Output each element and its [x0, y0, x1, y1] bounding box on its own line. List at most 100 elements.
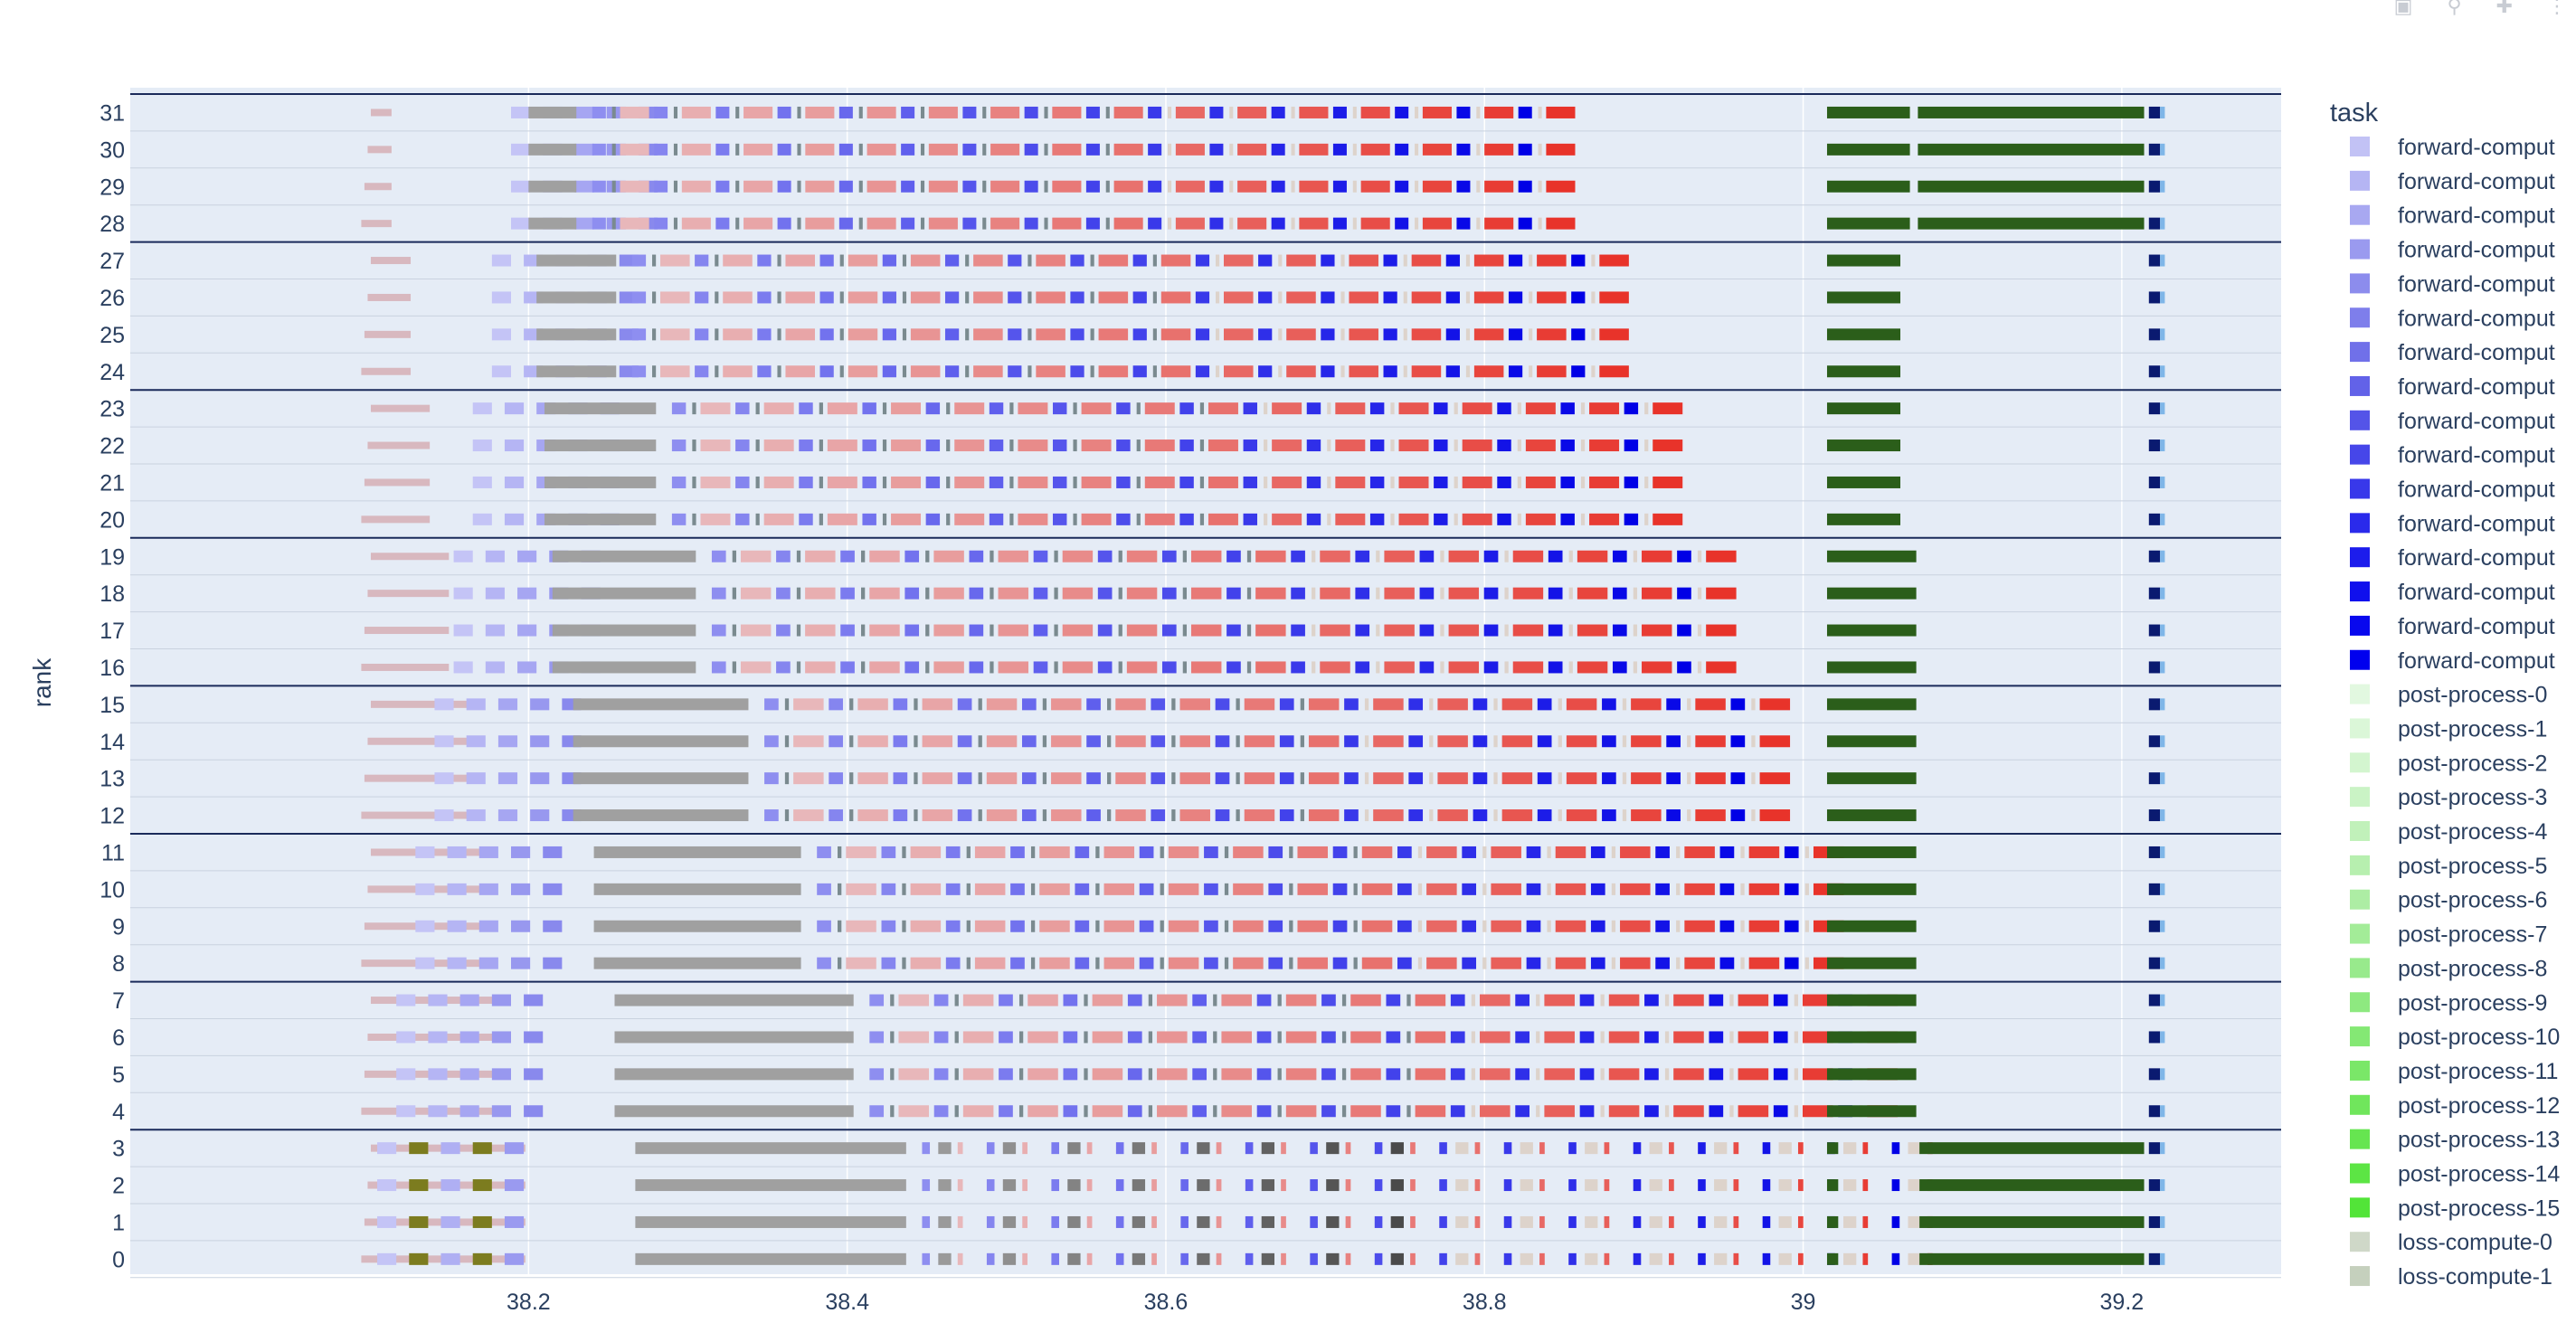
pipeline-comm-bar [946, 439, 951, 452]
comm-bar [573, 735, 749, 748]
pipeline-forward-bar [881, 920, 896, 932]
pipeline-backward-bar [1448, 624, 1480, 637]
pipeline-backward-bar [1036, 328, 1065, 341]
pipeline-forward-bar [799, 439, 813, 452]
camera-icon[interactable]: ▣ [2393, 0, 2413, 17]
pipeline-forward-bar [962, 106, 977, 118]
pipeline-backward-bar [954, 439, 985, 452]
pipeline-backward-bar [1544, 994, 1575, 1006]
pipeline-comm-bar [849, 772, 854, 785]
pipeline-forward-bar [1086, 772, 1101, 785]
optimizer-bar [1826, 180, 1910, 193]
forward-bar [485, 661, 505, 674]
pipeline-forward-bar [1243, 513, 1258, 525]
pipeline-comm-bar [1229, 180, 1234, 193]
comm-bar [635, 1142, 906, 1155]
legend-swatch [2350, 787, 2370, 808]
pipeline-backward-bar [1669, 1179, 1674, 1192]
forward-bar [485, 587, 505, 600]
pipeline-comm-bar [1312, 661, 1316, 674]
pipeline-comm-bar [1118, 587, 1122, 600]
pipeline-comm-bar [1794, 1105, 1798, 1118]
pipeline-forward-bar [671, 513, 687, 525]
forward-bar [530, 698, 550, 711]
pipeline-forward-bar [1268, 957, 1283, 969]
pipeline-comm-bar [1390, 513, 1395, 525]
pipeline-backward-bar [1208, 513, 1238, 525]
pipeline-comm-bar [1536, 1031, 1540, 1044]
forward-bar [415, 846, 435, 858]
pipeline-comm-bar [1291, 180, 1295, 193]
pipeline-forward-bar [715, 143, 730, 156]
pipeline-comm-bar [1538, 143, 1542, 156]
pipeline-comm-bar [1277, 1068, 1282, 1081]
pipeline-forward-bar [925, 402, 941, 415]
legend-item: loss-compute-1 [2350, 1264, 2552, 1290]
pipeline-comm-bar [1054, 661, 1058, 674]
pipeline-backward-bar [1411, 328, 1442, 341]
pipeline-forward-bar [1116, 439, 1131, 452]
pipeline-comm-bar [1649, 1252, 1662, 1265]
pipeline-comm-bar [1794, 994, 1798, 1006]
y-tick-label: 1 [112, 1210, 125, 1235]
pipeline-comm-bar [1676, 920, 1681, 932]
pipeline-backward-bar [1410, 1215, 1416, 1228]
pipeline-backward-bar [1410, 1252, 1416, 1265]
pipeline-comm-bar [1352, 180, 1357, 193]
pipeline-forward-bar [989, 439, 1004, 452]
pipeline-forward-bar [1508, 365, 1523, 378]
pipeline-comm-bar [1403, 328, 1407, 341]
x-axis-ticks: 38.2 38.4 38.6 38.8 39 39.2 [507, 1290, 2144, 1315]
pipeline-comm-bar [1591, 254, 1596, 267]
pipeline-forward-bar [945, 846, 961, 858]
optimizer-bar [1826, 698, 1917, 711]
pipeline-forward-bar [764, 809, 779, 822]
pipeline-comm-bar [1199, 476, 1205, 488]
pipeline-comm-bar [1504, 587, 1509, 600]
pipeline-forward-bar [1075, 957, 1090, 969]
pipeline-comm-bar [1455, 1142, 1469, 1155]
pipeline-forward-bar [1179, 513, 1194, 525]
pipeline-forward-bar [711, 624, 726, 637]
pipeline-forward-bar [1008, 291, 1022, 304]
pipeline-comm-bar [692, 476, 696, 488]
pipeline-forward-bar [735, 513, 750, 525]
pipeline-comm-bar [1482, 957, 1487, 969]
forward-bar [510, 883, 531, 895]
legend-item: post-process-3 [2350, 785, 2547, 810]
pipeline-forward-bar [933, 1105, 949, 1118]
pipeline-forward-bar [1497, 513, 1511, 525]
forward-bar [478, 920, 498, 932]
pipeline-forward-bar [999, 1105, 1013, 1118]
y-tick-label: 31 [99, 100, 125, 126]
pipeline-forward-bar [829, 809, 843, 822]
pipeline-backward-bar [957, 1142, 963, 1155]
pipeline-backward-bar [1216, 1179, 1222, 1192]
pipeline-backward-bar [1350, 1031, 1381, 1044]
pipeline-comm-bar [1714, 1142, 1728, 1155]
pipeline-backward-bar [1411, 254, 1442, 267]
pipeline-backward-bar [974, 846, 1006, 858]
pipeline-forward-bar [799, 402, 813, 415]
y-tick-label: 9 [112, 914, 125, 940]
pipeline-forward-bar [757, 291, 772, 304]
pipeline-backward-bar [1098, 328, 1129, 341]
pipeline-comm-bar [1160, 957, 1164, 969]
pipeline-backward-bar [1179, 772, 1210, 785]
forward-bar [409, 1142, 429, 1155]
forward-bar [543, 957, 563, 969]
pipeline-backward-bar [1599, 365, 1629, 378]
pipeline-comm-bar [978, 809, 982, 822]
pipeline-comm-bar [735, 143, 740, 156]
more-icon[interactable]: ⋮ [2547, 0, 2567, 17]
post-process-bar [2160, 143, 2165, 156]
pan-icon[interactable]: ✚ [2496, 0, 2513, 17]
legend: task forward-computforward-computforward… [2330, 99, 2560, 1290]
zoom-icon[interactable]: ⚲ [2447, 0, 2462, 17]
pipeline-comm-bar [652, 328, 657, 341]
pipeline-comm-bar [1429, 772, 1434, 785]
pipeline-backward-bar [1422, 106, 1452, 118]
pipeline-forward-bar [933, 1031, 949, 1044]
pipeline-backward-bar [1144, 513, 1175, 525]
pipeline-backward-bar [1546, 143, 1576, 156]
